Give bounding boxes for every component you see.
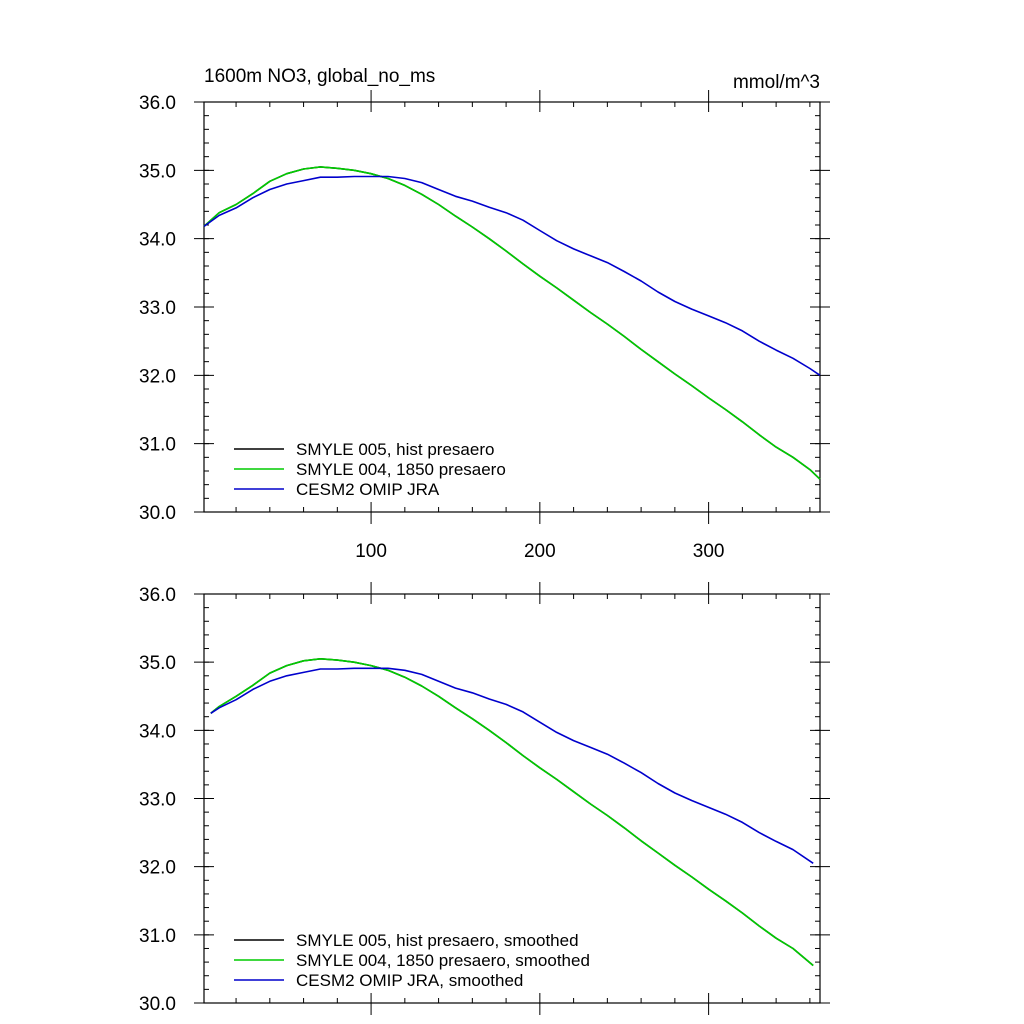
- bottom-y-tick-label: 31.0: [139, 926, 176, 947]
- bottom-y-tick-label: 36.0: [139, 585, 176, 606]
- bottom-y-tick-label: 34.0: [139, 721, 176, 742]
- panel-bottom: 30.0 31.0 32.0 33.0 34.0 35.0 36.0 SMYLE 005, h…: [139, 582, 830, 1015]
- top-y-tick-label: 32.0: [139, 366, 176, 387]
- top-y-tick-label: 31.0: [139, 435, 176, 456]
- top-y-tick-label: 30.0: [139, 503, 176, 524]
- bottom-legend-label-1: SMYLE 005, hist presaero, smoothed: [296, 931, 579, 950]
- top-x-tick-label: 300: [693, 541, 725, 562]
- bottom-series-line-2: [210, 657, 814, 967]
- bottom-legend-label-3: CESM2 OMIP JRA, smoothed: [296, 971, 523, 990]
- bottom-y-tick-label: 33.0: [139, 790, 176, 811]
- top-legend-label-3: CESM2 OMIP JRA: [296, 480, 440, 499]
- top-y-tick-label: 36.0: [139, 93, 176, 114]
- top-legend-label-1: SMYLE 005, hist presaero: [296, 440, 494, 459]
- top-legend-label-2: SMYLE 004, 1850 presaero: [296, 460, 506, 479]
- top-y-tick-label: 35.0: [139, 161, 176, 182]
- top-series-line-2: [203, 166, 821, 480]
- top-y-tick-label: 34.0: [139, 230, 176, 251]
- units-label: mmol/m^3: [733, 72, 820, 93]
- top-x-tick-label: 200: [524, 541, 556, 562]
- bottom-series-line-3: [210, 667, 814, 864]
- bottom-y-tick-label: 32.0: [139, 858, 176, 879]
- top-x-tick-label: 100: [355, 541, 387, 562]
- bottom-y-tick-label: 35.0: [139, 653, 176, 674]
- panel-top: 30.0 31.0 32.0 33.0 34.0 35.0 36.0 100 200 300 SMY…: [139, 90, 830, 562]
- chart-title: 1600m NO3, global_no_ms: [204, 66, 435, 87]
- top-series-line-3: [203, 175, 821, 376]
- top-y-tick-label: 33.0: [139, 298, 176, 319]
- bottom-legend-label-2: SMYLE 004, 1850 presaero, smoothed: [296, 951, 590, 970]
- bottom-y-tick-label: 30.0: [139, 994, 176, 1015]
